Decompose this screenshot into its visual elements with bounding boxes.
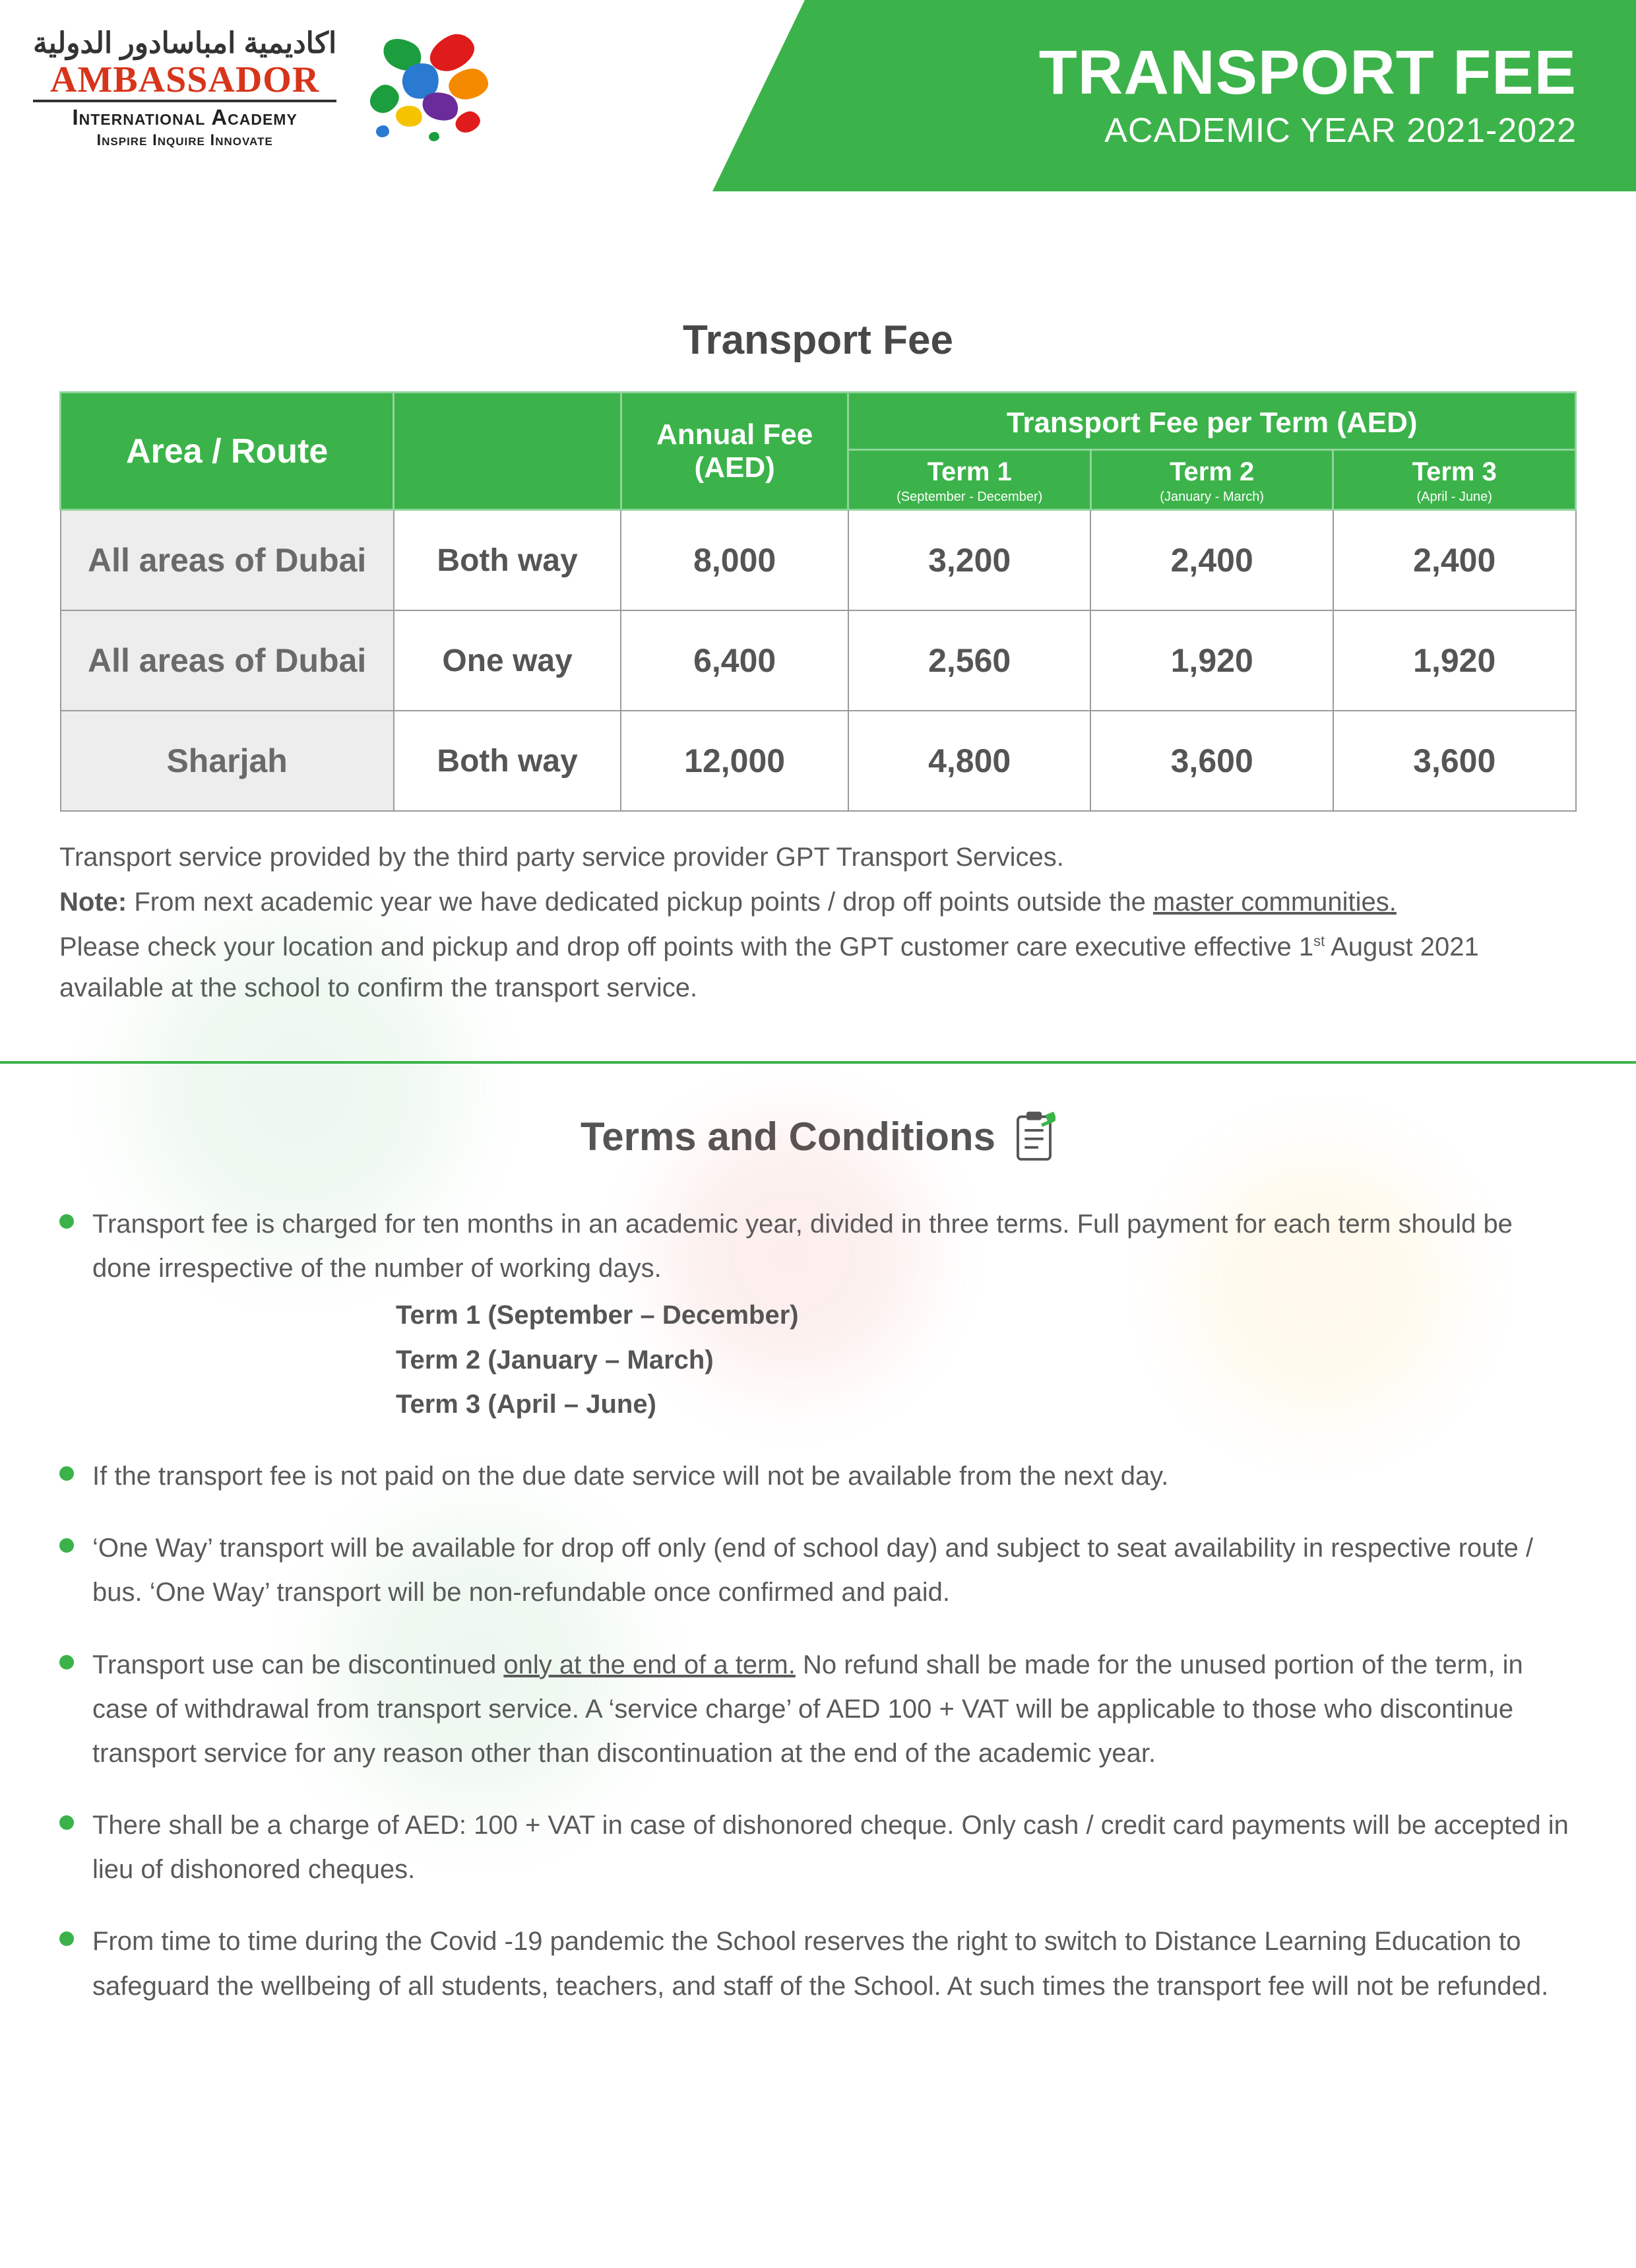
terms-list: Transport fee is charged for ten months …	[59, 1202, 1577, 2009]
th-term1-label: Term 1	[928, 457, 1012, 486]
tc-item: From time to time during the Covid -19 p…	[59, 1920, 1577, 2008]
th-term1-sub: (September - December)	[856, 490, 1083, 505]
th-term2-sub: (January - March)	[1098, 490, 1326, 505]
cell-t2: 1,920	[1090, 610, 1333, 711]
note-sup: st	[1313, 933, 1325, 950]
cell-annual: 12,000	[621, 711, 848, 811]
note-underline-1: master communities.	[1153, 888, 1397, 917]
table-row: Sharjah Both way 12,000 4,800 3,600 3,60…	[61, 711, 1576, 811]
cell-t2: 2,400	[1090, 510, 1333, 611]
logo-subtitle: International Academy	[33, 105, 336, 130]
th-term3-label: Term 3	[1412, 457, 1497, 486]
header-banner: TRANSPORT FEE ACADEMIC YEAR 2021-2022	[712, 0, 1636, 191]
cell-t3: 3,600	[1333, 711, 1576, 811]
tc-term3: Term 3 (April – June)	[396, 1382, 1577, 1427]
note-label: Note:	[59, 888, 127, 917]
logo-mark-icon	[356, 26, 508, 145]
th-term2: Term 2 (January - March)	[1090, 450, 1333, 510]
cell-area: All areas of Dubai	[61, 610, 394, 711]
tc-item: If the transport fee is not paid on the …	[59, 1454, 1577, 1499]
th-term3: Term 3 (April - June)	[1333, 450, 1576, 510]
th-direction	[394, 393, 621, 510]
cell-area: Sharjah	[61, 711, 394, 811]
cell-t3: 1,920	[1333, 610, 1576, 711]
cell-t1: 4,800	[848, 711, 1091, 811]
logo-block: اكاديمية امباسادور الدولية AMBASSADOR In…	[33, 26, 508, 150]
fee-section-title: Transport Fee	[59, 317, 1577, 364]
logo-brand: AMBASSADOR	[33, 61, 336, 102]
table-row: All areas of Dubai Both way 8,000 3,200 …	[61, 510, 1576, 611]
th-term2-label: Term 2	[1170, 457, 1254, 486]
tc-item-text: Transport fee is charged for ten months …	[92, 1210, 1513, 1283]
th-term-group: Transport Fee per Term (AED)	[848, 393, 1576, 450]
tc-item: Transport fee is charged for ten months …	[59, 1202, 1577, 1427]
banner-year: ACADEMIC YEAR 2021-2022	[1104, 111, 1577, 150]
tc-item: There shall be a charge of AED: 100 + VA…	[59, 1803, 1577, 1892]
tc-item-underline: only at the end of a term.	[503, 1650, 795, 1679]
tc-term1: Term 1 (September – December)	[396, 1293, 1577, 1338]
cell-direction: Both way	[394, 711, 621, 811]
th-term3-sub: (April - June)	[1340, 490, 1568, 505]
logo-text: اكاديمية امباسادور الدولية AMBASSADOR In…	[33, 26, 336, 150]
tc-term2: Term 2 (January – March)	[396, 1338, 1577, 1382]
page-header: اكاديمية امباسادور الدولية AMBASSADOR In…	[0, 0, 1636, 224]
cell-t2: 3,600	[1090, 711, 1333, 811]
fee-table: Area / Route Annual Fee (AED) Transport …	[59, 391, 1577, 812]
clipboard-icon	[1013, 1110, 1055, 1163]
note-text-1a: From next academic year we have dedicate…	[127, 888, 1153, 917]
th-term1: Term 1 (September - December)	[848, 450, 1091, 510]
cell-t1: 2,560	[848, 610, 1091, 711]
cell-annual: 6,400	[621, 610, 848, 711]
cell-direction: One way	[394, 610, 621, 711]
logo-motto: Inspire Inquire Innovate	[33, 131, 336, 150]
tc-item: ‘One Way’ transport will be available fo…	[59, 1526, 1577, 1615]
cell-t3: 2,400	[1333, 510, 1576, 611]
tc-term-lines: Term 1 (September – December) Term 2 (Ja…	[396, 1293, 1577, 1427]
th-annual: Annual Fee (AED)	[621, 393, 848, 510]
cell-direction: Both way	[394, 510, 621, 611]
th-area: Area / Route	[61, 393, 394, 510]
note-line: Note: From next academic year we have de…	[59, 882, 1577, 923]
tc-item: Transport use can be discontinued only a…	[59, 1643, 1577, 1776]
cell-annual: 8,000	[621, 510, 848, 611]
cell-t1: 3,200	[848, 510, 1091, 611]
provider-line: Transport service provided by the third …	[59, 837, 1577, 878]
table-row: All areas of Dubai One way 6,400 2,560 1…	[61, 610, 1576, 711]
tc-item-text-a: Transport use can be discontinued	[92, 1650, 503, 1679]
banner-title: TRANSPORT FEE	[1039, 42, 1577, 104]
logo-arabic: اكاديمية امباسادور الدولية	[33, 26, 336, 60]
cell-area: All areas of Dubai	[61, 510, 394, 611]
